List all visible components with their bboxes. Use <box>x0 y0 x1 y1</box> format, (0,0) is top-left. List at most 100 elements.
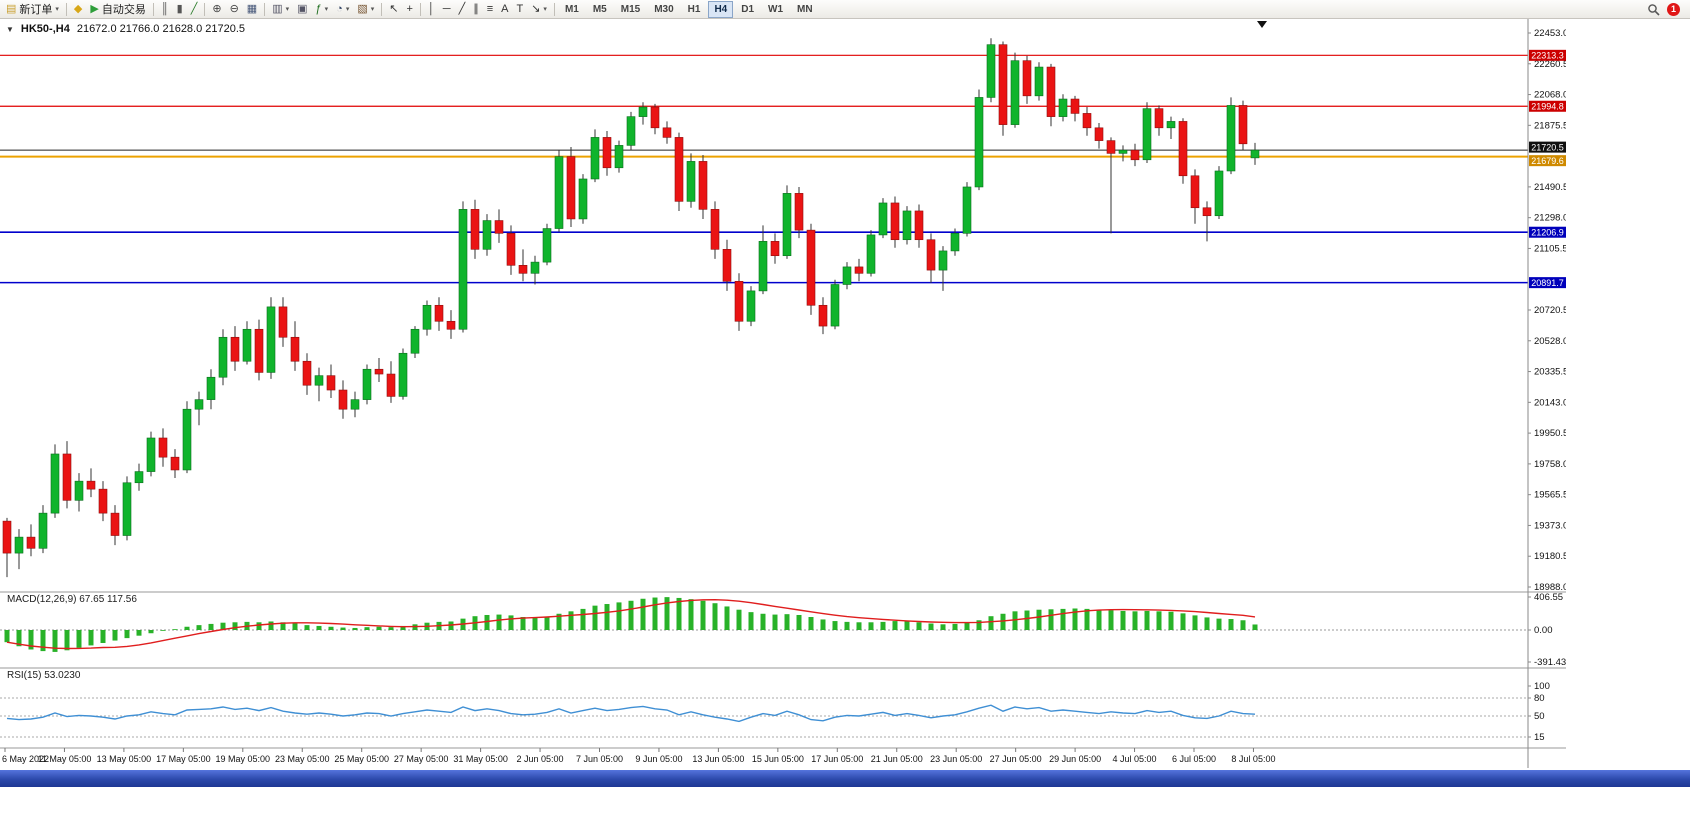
timeframe-h1[interactable]: H1 <box>687 3 701 15</box>
search-icon[interactable] <box>1647 3 1660 16</box>
candle-bearish <box>662 127 672 138</box>
chart-canvas[interactable]: 22453.0 22260.5 22068.0 21875.5 21490.5 21298… <box>0 18 1566 770</box>
price-axis-label: 19565.5 <box>1534 490 1566 501</box>
macd-histogram-bar <box>1084 608 1090 630</box>
new-order-button[interactable]: ▤ 新订单 ▾ <box>2 1 63 17</box>
candle-bullish <box>1010 60 1020 125</box>
templates-button[interactable]: ▧ ▾ <box>353 1 378 17</box>
timeframe-mn[interactable]: MN <box>797 3 813 15</box>
candle-bullish <box>1058 98 1068 117</box>
timeframe-m30[interactable]: M30 <box>654 3 674 15</box>
rsi-axis-label: 80 <box>1534 693 1545 704</box>
time-axis-label: 23 May 05:00 <box>275 754 330 764</box>
candle-bullish <box>626 116 636 146</box>
zoom-in-icon: ⊕ <box>212 3 222 15</box>
rsi-axis-label: 50 <box>1534 711 1545 722</box>
price-badge-label: 22313.3 <box>1531 51 1564 61</box>
candle-bullish <box>530 261 540 274</box>
timeframe-m5[interactable]: M5 <box>592 3 607 15</box>
symbol-period-label: HK50-,H4 <box>20 23 70 35</box>
macd-histogram-bar <box>1132 611 1138 630</box>
macd-histogram-bar <box>136 630 142 636</box>
zoom-in-button[interactable]: ⊕ <box>208 1 225 17</box>
price-badge <box>1529 100 1566 112</box>
horizontal-line-icon: ─ <box>442 3 451 15</box>
one-click-trading-collapse-icon[interactable]: ▼ <box>6 24 14 34</box>
macd-histogram-bar <box>976 620 982 630</box>
candle-bullish <box>878 202 888 236</box>
chart-shift-marker[interactable] <box>1257 21 1267 28</box>
candle-bullish <box>686 161 696 202</box>
candle-bullish <box>830 284 840 327</box>
cursor-button[interactable]: ↖ <box>385 1 402 17</box>
chart-line-button[interactable]: ╱ <box>187 1 202 17</box>
taskbar-strip[interactable] <box>0 770 1690 787</box>
timeframe-m1[interactable]: M1 <box>564 3 579 15</box>
label-button[interactable]: T <box>512 1 527 17</box>
candle-bearish <box>1154 108 1164 129</box>
macd-histogram-bar <box>148 630 154 634</box>
auto-arrange-icon: ▥ <box>272 3 283 15</box>
macd-histogram-bar <box>112 630 118 641</box>
arrows-button[interactable]: ↘ ▾ <box>527 1 551 17</box>
periods-button[interactable]: ◔ ▾ <box>332 1 353 17</box>
candle-bullish <box>950 233 960 252</box>
macd-histogram-bar <box>928 623 934 630</box>
candle-bearish <box>698 161 708 210</box>
zoom-out-button[interactable]: ⊖ <box>226 1 243 17</box>
macd-histogram-bar <box>1156 611 1162 630</box>
macd-histogram-bar <box>448 621 454 630</box>
text-button[interactable]: A <box>497 1 512 17</box>
timeframe-h4[interactable]: H4 <box>708 0 734 18</box>
candle-bearish <box>998 44 1008 125</box>
candle-bearish <box>386 373 396 397</box>
candle-bullish <box>554 156 564 229</box>
trendline-button[interactable]: ╱ <box>455 1 470 17</box>
crosshair-icon: + <box>406 3 413 15</box>
main-chart-plot[interactable] <box>0 33 1528 587</box>
vertical-line-button[interactable]: │ <box>424 1 439 17</box>
timeframe-m15[interactable]: M15 <box>620 3 641 15</box>
horizontal-line-button[interactable]: ─ <box>439 1 455 17</box>
candle-bullish <box>410 328 420 354</box>
macd-histogram-bar <box>28 630 34 650</box>
tile-windows-button[interactable]: ▦ <box>243 1 261 17</box>
macd-histogram-bar <box>268 621 274 630</box>
chart-bars-button[interactable]: ║ <box>157 1 173 17</box>
macd-histogram-bar <box>580 608 586 630</box>
macd-histogram-bar <box>4 630 10 643</box>
price-badge-label: 21720.5 <box>1531 142 1564 152</box>
candle-bearish <box>158 437 168 458</box>
alerts-button[interactable]: ◆ <box>70 1 86 17</box>
fibonacci-button[interactable]: ≡ <box>483 1 497 17</box>
crosshair-button[interactable]: + <box>402 1 416 17</box>
macd-histogram-bar <box>652 597 658 630</box>
timeframe-w1[interactable]: W1 <box>768 3 784 15</box>
macd-histogram-bar <box>856 622 862 630</box>
toolbar-separator <box>65 2 67 16</box>
candle-bullish <box>1166 121 1176 129</box>
price-axis-label: 19758.0 <box>1534 459 1566 470</box>
notification-badge[interactable]: 1 <box>1667 2 1680 16</box>
candle-bearish <box>1046 66 1056 117</box>
candle-bearish <box>1106 140 1116 154</box>
time-axis-label: 29 Jun 05:00 <box>1049 754 1101 764</box>
candle-bearish <box>374 368 384 375</box>
chart-candles-button[interactable]: ▮ <box>173 1 187 17</box>
macd-histogram-bar <box>568 611 574 630</box>
autotrading-button[interactable]: ▶ 自动交易 <box>86 1 149 17</box>
candlesticks <box>2 38 1260 578</box>
macd-histogram-bar <box>16 630 22 647</box>
indicators-button[interactable]: ƒ ▾ <box>312 1 333 17</box>
auto-arrange-button[interactable]: ▥ ▾ <box>268 1 293 17</box>
candle-bearish <box>1130 149 1140 161</box>
cascade-windows-button[interactable]: ▣ <box>293 1 311 17</box>
price-axis-label: 21490.5 <box>1534 182 1566 193</box>
candle-bearish <box>62 453 72 501</box>
macd-histogram-bar <box>868 622 874 630</box>
macd-histogram-bar <box>52 630 58 652</box>
candle-bearish <box>494 220 504 234</box>
timeframe-d1[interactable]: D1 <box>741 3 755 15</box>
channel-button[interactable]: ∥ <box>469 1 483 17</box>
candle-bearish <box>326 375 336 391</box>
